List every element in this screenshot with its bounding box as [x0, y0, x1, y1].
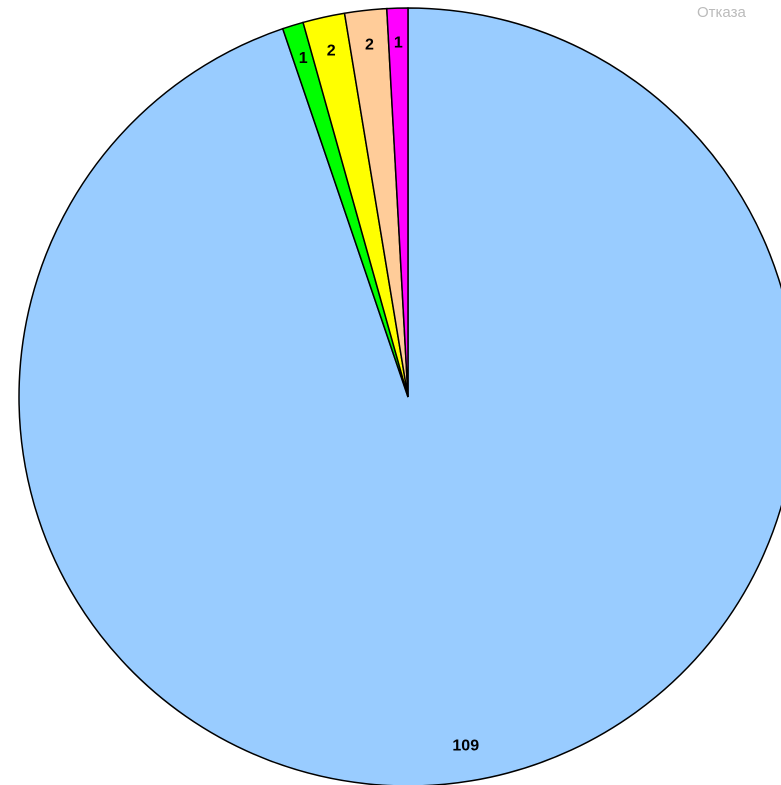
data-label: 109 [452, 737, 479, 754]
legend-text: Отказа [697, 4, 746, 21]
data-label: 1 [394, 34, 403, 51]
data-label: 2 [327, 43, 336, 60]
pie-slice [385, 7, 409, 398]
data-label: 1 [299, 50, 308, 67]
data-label: 2 [365, 36, 374, 53]
pie-slice [18, 7, 781, 785]
